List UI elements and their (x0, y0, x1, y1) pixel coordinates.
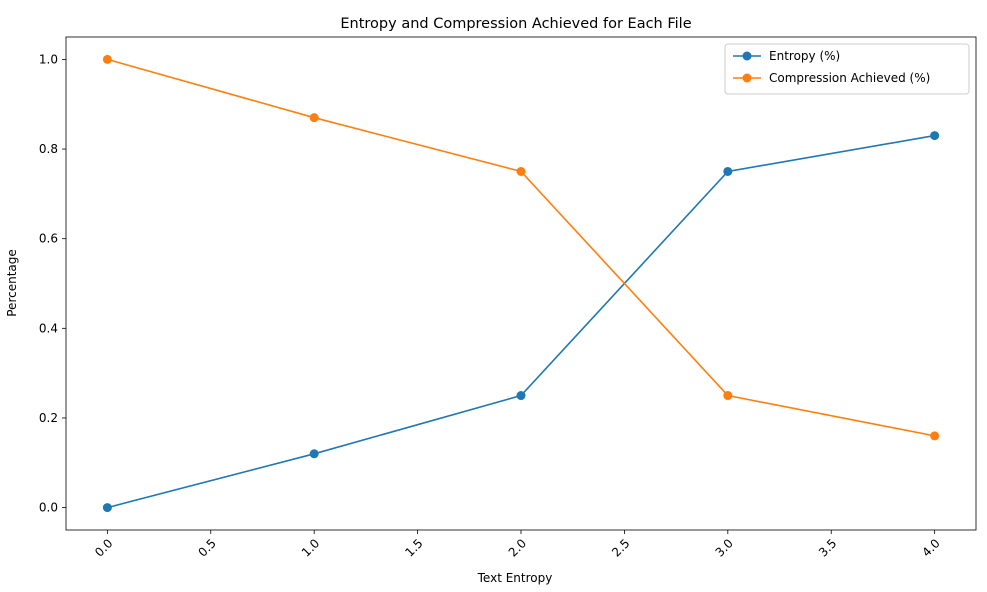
data-point (930, 131, 940, 141)
y-tick-label: 0.0 (39, 501, 58, 515)
series-layer (102, 54, 940, 513)
data-point (723, 166, 733, 176)
y-tick-label: 0.8 (39, 142, 58, 156)
legend-marker (742, 51, 752, 61)
x-tick-label: 3.5 (816, 536, 839, 559)
legend-label: Entropy (%) (769, 49, 840, 63)
legend-marker (742, 73, 752, 83)
data-point (930, 431, 940, 441)
x-tick-label: 3.0 (713, 536, 736, 559)
y-tick-label: 1.0 (39, 52, 58, 66)
x-tick-label: 0.0 (92, 536, 115, 559)
legend-item: Compression Achieved (%) (733, 71, 930, 85)
chart-title: Entropy and Compression Achieved for Eac… (340, 16, 691, 32)
series-compression-achieved (102, 54, 940, 441)
data-point (516, 391, 526, 401)
legend-box (724, 43, 970, 95)
data-point (309, 113, 319, 123)
x-tick-label: 1.0 (299, 536, 322, 559)
x-tick-label: 0.5 (195, 536, 218, 559)
legend: Entropy (%) Compression Achieved (%) (724, 43, 970, 95)
y-tick-label: 0.4 (39, 321, 58, 335)
x-tick-label: 2.5 (609, 536, 632, 559)
data-point (102, 503, 112, 513)
x-tick-label: 4.0 (919, 536, 942, 559)
y-tick-label: 0.6 (39, 232, 58, 246)
data-point (516, 166, 526, 176)
legend-item: Entropy (%) (733, 49, 840, 63)
y-axis-title: Percentage (5, 249, 19, 317)
legend-label: Compression Achieved (%) (769, 71, 930, 85)
x-axis-title: Text Entropy (477, 571, 553, 585)
data-point (723, 391, 733, 401)
series-entropy (102, 131, 940, 513)
x-tick-label: 1.5 (402, 536, 425, 559)
data-point (102, 54, 112, 64)
data-point (309, 449, 319, 459)
y-tick-label: 0.2 (39, 411, 58, 425)
plot-frame (65, 36, 977, 531)
x-tick-label: 2.0 (506, 536, 529, 559)
plot-area (66, 37, 976, 530)
